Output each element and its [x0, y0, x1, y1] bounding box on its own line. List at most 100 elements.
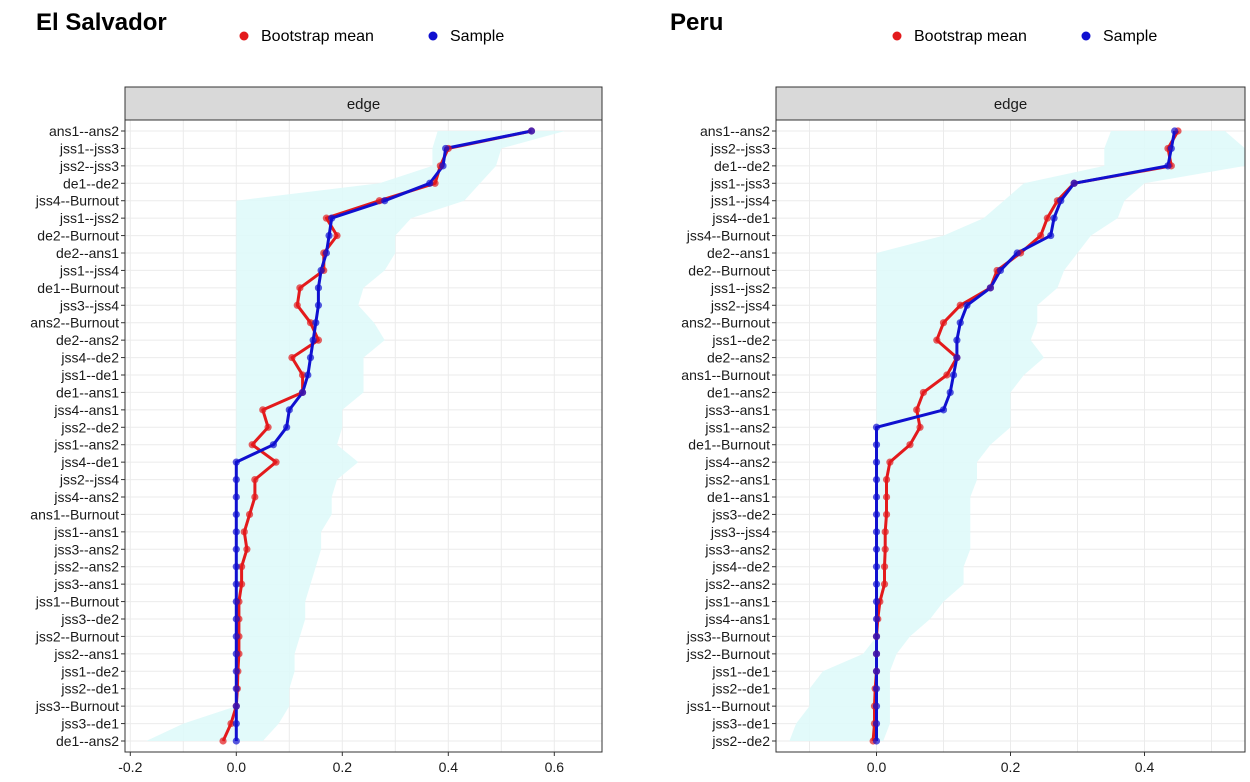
data-point-sample: [872, 528, 881, 536]
data-point-bootstrap-mean: [251, 475, 259, 484]
data-point-bootstrap-mean: [916, 423, 924, 431]
y-tick-label: jss1--de2: [711, 332, 770, 348]
y-tick-label: jss3--Burnout: [686, 628, 770, 644]
y-tick-label: jss1--de2: [60, 663, 119, 679]
y-tick-label: jss3--ans1: [704, 402, 770, 418]
data-point-sample: [1167, 144, 1175, 153]
panel-title: El Salvador: [36, 9, 167, 36]
data-point-bootstrap-mean: [886, 458, 894, 466]
data-point-sample: [426, 179, 434, 187]
data-point-sample: [309, 336, 317, 344]
data-point-bootstrap-mean: [272, 458, 280, 466]
data-point-bootstrap-mean: [306, 319, 315, 327]
data-point-sample: [442, 144, 450, 153]
x-tick-label: 0.0: [867, 759, 887, 775]
data-point-bootstrap-mean: [245, 510, 254, 519]
data-point-sample: [381, 197, 389, 205]
data-point-bootstrap-mean: [882, 510, 891, 519]
data-point-bootstrap-mean: [238, 563, 246, 571]
y-tick-label: jss2--de1: [711, 681, 770, 697]
data-point-sample: [872, 580, 881, 588]
data-point-bootstrap-mean: [248, 441, 256, 449]
data-point-sample: [872, 615, 881, 623]
data-point-sample: [1070, 179, 1078, 187]
y-tick-label: ans1--Burnout: [30, 506, 119, 522]
data-point-sample: [872, 597, 881, 606]
data-point-bootstrap-mean: [314, 336, 323, 344]
data-point-sample: [872, 423, 881, 431]
data-point-sample: [232, 597, 240, 606]
data-point-bootstrap-mean: [906, 441, 914, 449]
data-point-sample: [232, 545, 240, 553]
y-tick-label: de1--ans2: [56, 733, 119, 749]
data-point-sample: [322, 249, 330, 257]
data-point-sample: [872, 545, 881, 553]
data-point-sample: [872, 737, 881, 745]
y-tick-label: jss2--Burnout: [35, 628, 119, 644]
data-point-bootstrap-mean: [881, 528, 889, 536]
data-point-sample: [312, 319, 320, 327]
data-point-sample: [232, 719, 240, 728]
data-point-bootstrap-mean: [333, 231, 341, 240]
data-point-bootstrap-mean: [288, 353, 296, 362]
data-point-sample: [325, 231, 333, 240]
data-point-sample: [872, 685, 881, 693]
y-tick-label: jss1--jss2: [59, 210, 119, 226]
y-tick-label: jss4--ans1: [53, 402, 119, 418]
y-tick-label: de1--Burnout: [688, 437, 770, 453]
data-point-bootstrap-mean: [880, 580, 889, 588]
y-tick-label: jss2--Burnout: [686, 646, 770, 662]
x-tick-label: 0.4: [439, 759, 459, 775]
y-tick-label: jss1--ans2: [53, 437, 119, 453]
y-tick-label: jss1--jss4: [710, 193, 770, 209]
y-tick-label: de2--ans2: [707, 350, 770, 366]
y-tick-label: ans2--Burnout: [681, 315, 770, 331]
data-point-bootstrap-mean: [880, 563, 889, 571]
y-tick-label: jss1--jss3: [710, 175, 770, 191]
y-tick-label: jss1--ans2: [704, 419, 770, 435]
y-tick-label: jss3--de2: [711, 506, 770, 522]
data-point-bootstrap-mean: [431, 179, 439, 187]
y-tick-label: ans1--ans2: [49, 123, 119, 139]
y-tick-label: jss2--de2: [60, 419, 119, 435]
data-point-sample: [439, 162, 447, 170]
y-tick-label: jss4--de2: [711, 559, 770, 575]
data-point-sample: [232, 458, 240, 466]
bootstrap-ci-band: [789, 131, 1245, 741]
y-tick-label: jss3--jss4: [710, 524, 770, 540]
data-point-sample: [232, 493, 240, 501]
legend-key-sample: [1081, 31, 1091, 41]
data-point-sample: [872, 563, 881, 571]
x-tick-label: 0.4: [1135, 759, 1155, 775]
y-tick-label: jss1--jss3: [59, 140, 119, 156]
legend: Bootstrap mean Sample: [892, 28, 1157, 45]
y-tick-label: de1--ans2: [707, 384, 770, 400]
data-point-sample: [306, 353, 315, 362]
y-tick-label: jss3--Burnout: [35, 698, 119, 714]
y-tick-label: jss3--jss4: [59, 297, 119, 313]
y-tick-label: de1--de2: [714, 158, 770, 174]
data-point-sample: [872, 441, 881, 449]
y-tick-label: jss4--ans2: [53, 489, 119, 505]
data-point-bootstrap-mean: [293, 301, 301, 309]
data-point-sample: [956, 319, 964, 327]
data-point-sample: [946, 388, 954, 397]
data-point-bootstrap-mean: [264, 423, 272, 431]
data-point-sample: [1047, 231, 1055, 240]
data-point-bootstrap-mean: [882, 475, 891, 484]
y-tick-label: jss1--Burnout: [686, 698, 770, 714]
plot-border: [124, 119, 603, 753]
data-point-sample: [953, 353, 961, 362]
y-tick-label: jss1--jss2: [710, 280, 770, 296]
y-tick-label: jss2--ans1: [704, 472, 770, 488]
x-tick-label: -0.2: [118, 759, 142, 775]
legend-key-bootstrap: [239, 31, 249, 41]
legend-key-bootstrap: [892, 31, 902, 41]
data-point-sample: [527, 127, 536, 135]
data-point-sample: [232, 632, 240, 641]
data-point-sample: [232, 650, 240, 658]
y-tick-label: jss1--de1: [711, 663, 770, 679]
y-tick-label: jss3--ans2: [53, 541, 119, 557]
data-point-sample: [298, 388, 307, 397]
